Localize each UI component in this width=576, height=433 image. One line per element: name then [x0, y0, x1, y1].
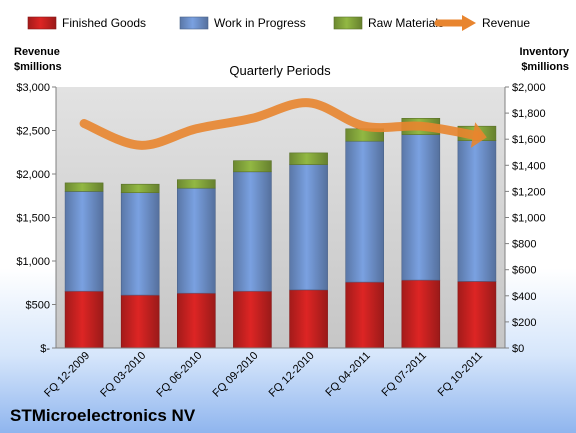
- right-axis-ticks: $0 $200 $400 $600 $800 $1,000 $1,200 $1,400 $1,6…: [505, 82, 546, 355]
- bar-finished-goods-0: [64, 290, 104, 349]
- legend-label-revenue: Revenue: [482, 16, 530, 30]
- x-tick-label-2: FQ 06-2010: [154, 350, 204, 400]
- bar-finished-goods-1: [120, 294, 160, 349]
- left-axis-label-line2: $millions: [14, 61, 62, 73]
- bar-raw-materials-4: [289, 152, 328, 165]
- right-tick-label-9: $1,800: [512, 108, 546, 120]
- right-tick-label-6: $1,200: [512, 186, 546, 198]
- bar-raw-materials-3: [233, 160, 272, 173]
- right-tick-label-10: $2,000: [512, 82, 546, 94]
- x-tick-label-1: FQ 03-2010: [98, 350, 148, 400]
- legend-label-finished-goods: Finished Goods: [62, 16, 146, 30]
- bar-raw-materials-0: [64, 182, 104, 192]
- right-tick-label-1: $200: [512, 317, 536, 329]
- left-tick-label-0: $-: [40, 343, 50, 355]
- bar-raw-materials-2: [177, 179, 216, 189]
- bar-finished-goods-2: [177, 292, 216, 349]
- x-tick-label-6: FQ 07-2011: [380, 350, 429, 399]
- left-tick-label-6: $3,000: [16, 82, 50, 94]
- bar-work-in-progress-7: [457, 140, 497, 282]
- right-tick-label-7: $1,400: [512, 160, 546, 172]
- legend-label-raw-materials: Raw Materials: [368, 16, 444, 30]
- left-tick-label-2: $1,000: [16, 256, 50, 268]
- left-tick-label-5: $2,500: [16, 126, 50, 138]
- bar-work-in-progress-4: [289, 164, 328, 291]
- right-axis-label-line1: Inventory: [519, 46, 569, 58]
- x-tick-label-5: FQ 04-2011: [323, 350, 372, 399]
- left-tick-label-4: $2,000: [16, 169, 50, 181]
- right-tick-label-8: $1,600: [512, 134, 546, 146]
- bar-finished-goods-6: [401, 279, 441, 349]
- bar-work-in-progress-3: [233, 171, 272, 292]
- bars-layer: [64, 118, 497, 349]
- bar-work-in-progress-5: [345, 140, 385, 283]
- bar-work-in-progress-1: [120, 192, 160, 296]
- revenue-line-layer: [79, 98, 487, 150]
- legend-swatch-work-in-progress: [179, 16, 209, 30]
- revenue-line: [79, 98, 482, 150]
- x-tick-label-7: FQ 10-2011: [436, 350, 485, 399]
- x-tick-label-3: FQ 09-2010: [211, 350, 261, 400]
- bar-work-in-progress-6: [401, 134, 441, 281]
- chart-subtitle: Quarterly Periods: [229, 63, 331, 78]
- bar-work-in-progress-2: [177, 187, 216, 294]
- bar-finished-goods-3: [233, 290, 272, 349]
- legend: Finished Goods Work in Progress Raw Materi…: [27, 15, 530, 31]
- right-tick-label-3: $600: [512, 265, 536, 277]
- bar-finished-goods-4: [289, 289, 328, 349]
- right-axis-label-line2: $millions: [521, 61, 569, 73]
- bar-raw-materials-1: [120, 183, 160, 193]
- bar-work-in-progress-0: [64, 191, 104, 292]
- legend-swatch-raw-materials: [333, 16, 363, 30]
- legend-swatch-finished-goods: [27, 16, 57, 30]
- right-tick-label-2: $400: [512, 291, 536, 303]
- left-axis-ticks: $- $500 $1,000 $1,500 $2,000 $2,500 $3,000: [16, 82, 56, 355]
- right-tick-label-4: $800: [512, 239, 536, 251]
- company-name: STMicroelectronics NV: [10, 406, 196, 425]
- bar-finished-goods-5: [345, 281, 385, 349]
- legend-label-work-in-progress: Work in Progress: [214, 16, 306, 30]
- right-tick-label-5: $1,000: [512, 213, 546, 225]
- revenue-line-arrowhead: [470, 122, 487, 148]
- left-axis-label-line1: Revenue: [14, 46, 60, 58]
- bar-finished-goods-7: [457, 281, 497, 349]
- left-tick-label-3: $1,500: [16, 213, 50, 225]
- x-tick-label-0: FQ 12-2009: [42, 350, 92, 400]
- right-tick-label-0: $0: [512, 343, 524, 355]
- x-axis-ticks: FQ 12-2009 FQ 03-2010 FQ 06-2010 FQ 09-2010…: [42, 350, 485, 400]
- left-tick-label-1: $500: [26, 300, 50, 312]
- legend-swatch-revenue-arrow: [462, 15, 476, 31]
- x-tick-label-4: FQ 12-2010: [267, 350, 317, 400]
